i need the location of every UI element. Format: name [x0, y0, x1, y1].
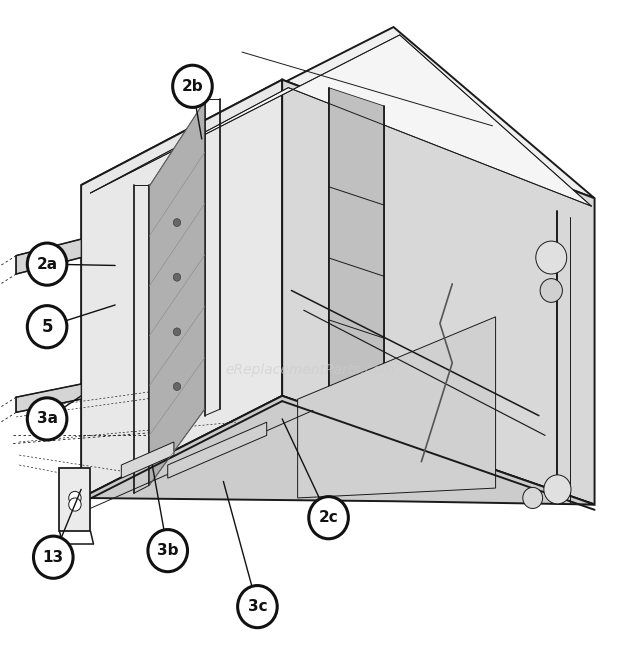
Polygon shape [81, 396, 595, 504]
Circle shape [523, 487, 542, 508]
Text: 3b: 3b [157, 543, 179, 558]
Polygon shape [91, 35, 591, 206]
Polygon shape [282, 80, 595, 504]
Polygon shape [122, 442, 174, 478]
Polygon shape [329, 88, 384, 416]
Text: eReplacementParts.com: eReplacementParts.com [225, 362, 395, 376]
Circle shape [309, 496, 348, 539]
Circle shape [237, 585, 277, 628]
Circle shape [148, 529, 187, 572]
Polygon shape [16, 384, 81, 412]
Polygon shape [81, 27, 595, 198]
Polygon shape [168, 422, 267, 478]
Circle shape [69, 491, 81, 504]
Circle shape [536, 241, 567, 274]
Circle shape [27, 398, 67, 440]
Circle shape [173, 218, 180, 226]
Circle shape [69, 498, 81, 511]
Text: 2a: 2a [37, 257, 58, 272]
Circle shape [172, 65, 212, 108]
Circle shape [27, 243, 67, 285]
Polygon shape [81, 80, 282, 498]
Text: 2c: 2c [319, 510, 339, 525]
Polygon shape [298, 317, 495, 498]
Circle shape [33, 536, 73, 578]
Polygon shape [16, 239, 81, 274]
Circle shape [27, 306, 67, 348]
Circle shape [540, 279, 562, 302]
Circle shape [544, 475, 571, 504]
Text: 13: 13 [43, 550, 64, 565]
Circle shape [173, 273, 180, 281]
Text: 5: 5 [42, 317, 53, 336]
Polygon shape [149, 101, 205, 486]
Text: 2b: 2b [182, 79, 203, 94]
Text: 3a: 3a [37, 411, 58, 426]
Polygon shape [60, 469, 91, 531]
Circle shape [173, 383, 180, 391]
Circle shape [173, 328, 180, 336]
Polygon shape [81, 396, 595, 504]
Text: 3c: 3c [247, 599, 267, 614]
